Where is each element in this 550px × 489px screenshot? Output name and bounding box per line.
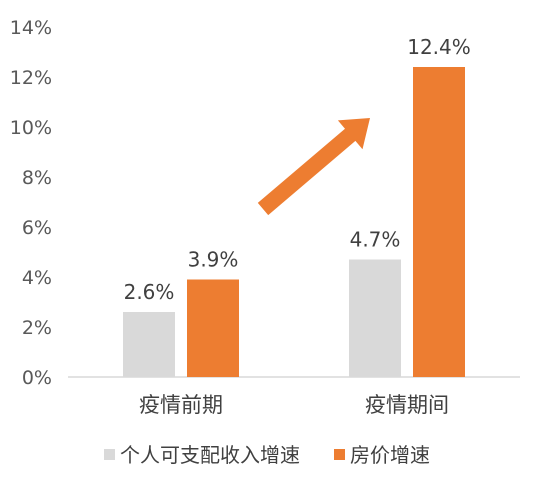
x-category-label: 疫情期间 [365, 393, 449, 417]
y-tick-label: 4% [22, 267, 52, 289]
x-category-label: 疫情前期 [139, 393, 223, 417]
bars [123, 67, 465, 377]
trend-arrow-shape [257, 118, 370, 216]
data-label: 3.9% [188, 248, 239, 272]
y-tick-label: 0% [22, 367, 52, 389]
legend-swatch [104, 449, 115, 460]
data-labels: 2.6% 3.9% 4.7% 12.4% [124, 35, 471, 304]
bar-income-0 [123, 312, 175, 377]
legend: 个人可支配收入增速 房价增速 [104, 443, 430, 467]
y-tick-label: 2% [22, 317, 52, 339]
y-axis-ticks: 0% 2% 4% 6% 8% 10% 12% 14% [10, 17, 52, 389]
y-tick-label: 12% [10, 67, 52, 89]
legend-label: 房价增速 [350, 443, 430, 467]
y-tick-label: 14% [10, 17, 52, 39]
legend-swatch [334, 449, 345, 460]
y-tick-label: 8% [22, 167, 52, 189]
y-tick-label: 6% [22, 217, 52, 239]
data-label: 2.6% [124, 280, 175, 304]
bar-income-1 [349, 259, 401, 377]
trend-arrow [257, 118, 370, 216]
category-labels: 疫情前期 疫情期间 [139, 393, 449, 417]
bar-house-price-0 [187, 279, 239, 377]
legend-label: 个人可支配收入增速 [120, 443, 300, 467]
bar-house-price-1 [413, 67, 465, 377]
data-label: 4.7% [350, 228, 401, 252]
y-tick-label: 10% [10, 117, 52, 139]
data-label: 12.4% [407, 35, 471, 59]
